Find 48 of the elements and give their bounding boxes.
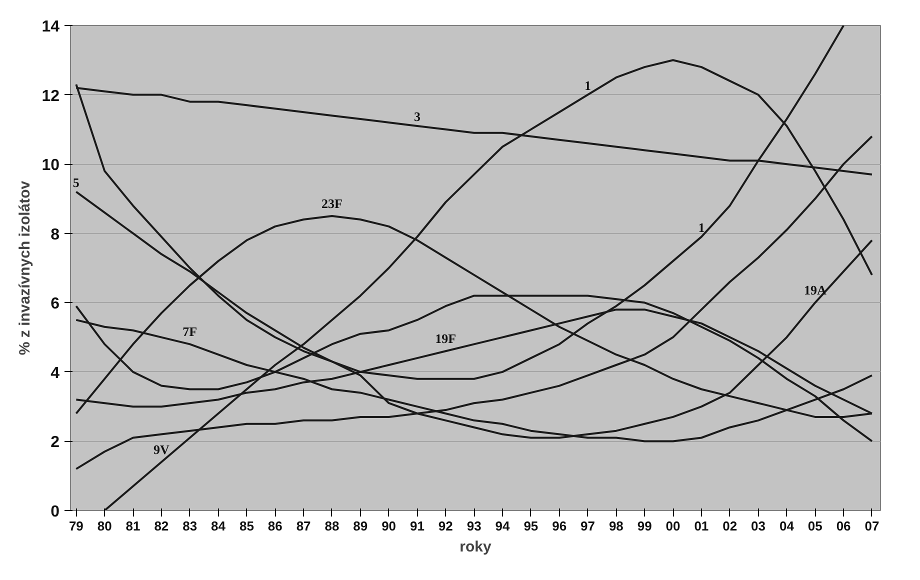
x-tick-label: 87	[296, 518, 311, 534]
x-tick-label: 06	[836, 518, 851, 534]
x-tick-label: 01	[694, 518, 709, 534]
x-tick-label: 94	[495, 518, 510, 534]
y-tick-label: 12	[42, 88, 60, 105]
x-tick-label: 00	[666, 518, 680, 534]
x-tick-label: 91	[410, 518, 424, 534]
x-tick-label: 89	[353, 518, 368, 534]
x-tick-label: 95	[524, 518, 538, 534]
y-tick-label: 2	[50, 434, 60, 452]
annotation: 5	[72, 174, 80, 190]
x-tick-label: 02	[722, 518, 738, 534]
annotation: 1	[698, 220, 705, 235]
annotation: 19A	[804, 282, 827, 298]
x-tick-label: 81	[126, 518, 140, 534]
y-tick-label: 8	[50, 226, 60, 244]
x-tick-label: 93	[466, 518, 482, 534]
x-tick-label: 97	[580, 518, 595, 534]
annotation: 7F	[182, 324, 198, 340]
annotation: 23F	[322, 196, 343, 212]
x-tick-label: 82	[154, 518, 169, 534]
x-tick-label: 03	[751, 518, 766, 534]
x-tick-label: 79	[68, 518, 84, 534]
annotation: 19F	[435, 331, 456, 346]
x-tick-label: 98	[608, 518, 624, 534]
x-axis-title: roky	[460, 538, 492, 556]
x-tick-label: 92	[438, 518, 453, 534]
y-tick-label: 0	[50, 504, 60, 520]
x-tick-label: 85	[239, 518, 254, 534]
x-tick-label: 90	[382, 518, 396, 534]
y-tick-label: 14	[42, 18, 60, 36]
y-tick-label: 6	[50, 296, 60, 313]
x-tick-label: 05	[808, 518, 822, 534]
y-tick-label: 10	[42, 157, 60, 174]
annotation: 9V	[154, 442, 170, 457]
x-tick-label: 83	[182, 518, 198, 534]
x-tick-label: 96	[552, 518, 567, 534]
x-tick-label: 88	[324, 518, 340, 534]
x-tick-label: 86	[268, 518, 282, 534]
x-tick-label: 07	[864, 518, 880, 534]
x-tick-label: 84	[211, 518, 226, 534]
x-tick-label: 80	[97, 518, 112, 534]
x-tick-label: 04	[779, 518, 795, 534]
annotation: 1	[584, 78, 592, 93]
x-tick-label: 99	[637, 518, 652, 534]
annotation: 3	[414, 108, 421, 124]
y-axis-title: % z invazívnych izolátov	[16, 180, 34, 356]
y-tick-label: 4	[50, 364, 60, 382]
